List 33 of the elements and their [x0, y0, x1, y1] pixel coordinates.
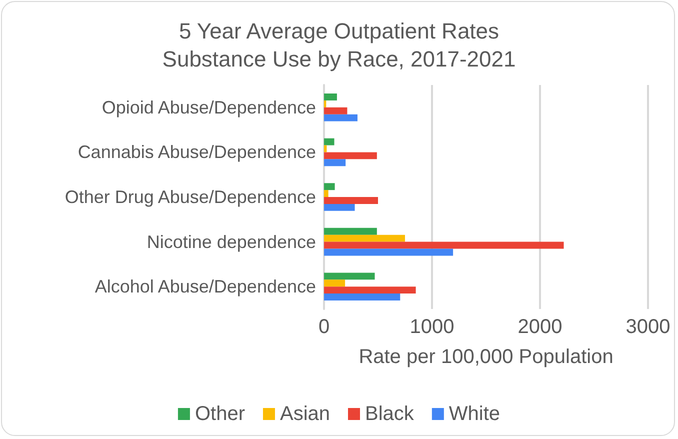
- bar: [324, 272, 375, 280]
- x-tick-label: 0: [318, 316, 330, 338]
- legend-label: White: [448, 403, 500, 425]
- y-tick-label: Opioid Abuse/Dependence: [102, 97, 316, 118]
- bar: [324, 280, 346, 287]
- bar: [324, 242, 564, 249]
- y-tick-label: Nicotine dependence: [146, 232, 316, 252]
- x-tick-label: 3000: [626, 316, 670, 338]
- bar: [324, 159, 346, 166]
- bar: [324, 94, 337, 100]
- y-tick-label: Alcohol Abuse/Dependence: [94, 276, 316, 297]
- bar: [324, 190, 328, 197]
- bar: [324, 197, 378, 204]
- bar: [324, 152, 377, 160]
- bar: [324, 114, 358, 122]
- bar: [324, 286, 416, 294]
- legend-label: Other: [194, 403, 246, 425]
- y-tick-label: Other Drug Abuse/Dependence: [64, 187, 316, 207]
- bar: [324, 294, 400, 300]
- bar: [324, 248, 454, 256]
- bar: [324, 183, 335, 190]
- bar: [324, 107, 348, 114]
- bar: [324, 228, 377, 235]
- x-axis-title: Rate per 100,000 Population: [358, 346, 614, 368]
- bar: [324, 138, 334, 146]
- chart-title: 5 Year Average Outpatient Rates Substance Use by Race, 2017-2021: [162, 18, 516, 72]
- y-tick-label: Cannabis Abuse/Dependence: [78, 142, 316, 162]
- x-tick-label: 2000: [518, 316, 562, 338]
- x-tick-label: 1000: [410, 316, 454, 338]
- bar: [324, 204, 355, 211]
- bar: [324, 234, 405, 242]
- legend-label: Asian: [280, 403, 330, 425]
- legend-label: Black: [365, 403, 415, 425]
